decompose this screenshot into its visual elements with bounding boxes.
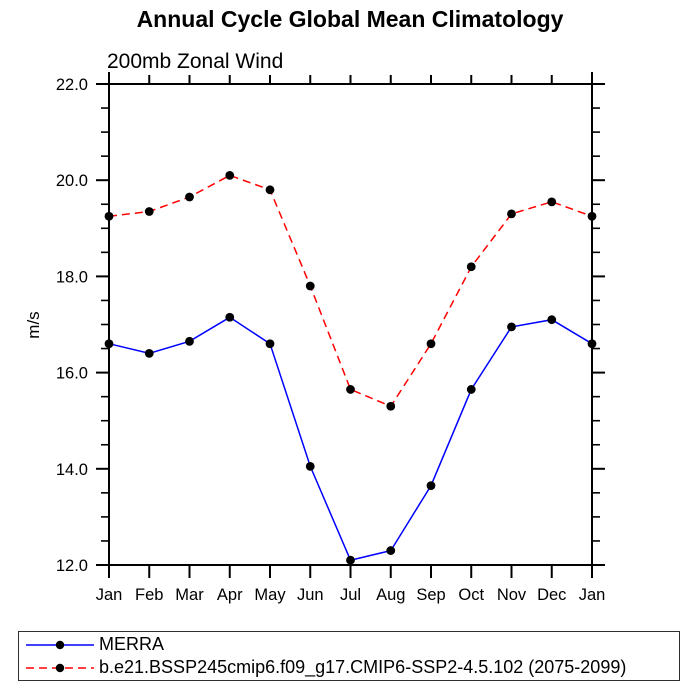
legend-line-sample: [26, 640, 94, 649]
data-point: [225, 170, 235, 180]
data-point: [185, 192, 194, 202]
data-point: [225, 312, 235, 322]
x-tick-label: Oct: [458, 586, 484, 604]
x-tick-label: Dec: [537, 586, 566, 604]
x-tick-label: Feb: [135, 586, 163, 604]
data-point: [547, 197, 557, 207]
data-point: [185, 336, 194, 346]
x-tick-label: Jan: [96, 586, 123, 604]
y-tick-label: 20.0: [56, 172, 88, 190]
data-point: [507, 209, 516, 219]
data-point: [386, 401, 396, 411]
plot-area: 12.0 14.0 16.0 18.0 20.0 22.0 Jan Feb Mar Apr May J…: [56, 72, 606, 604]
legend-item: MERRA: [23, 633, 679, 656]
x-tick-label: Nov: [497, 586, 527, 604]
legend-label: MERRA: [99, 634, 165, 654]
data-point: [104, 211, 114, 221]
data-point: [305, 281, 315, 291]
legend-label: b.e21.BSSP245cmip6.f09_g17.CMIP6-SSP2-4.…: [99, 657, 627, 677]
y-tick-label: 16.0: [56, 365, 88, 383]
data-point: [426, 481, 436, 491]
data-point: [426, 339, 436, 349]
data-point: [386, 546, 396, 555]
legend-item: b.e21.BSSP245cmip6.f09_g17.CMIP6-SSP2-4.…: [23, 656, 679, 679]
data-point: [305, 461, 315, 471]
data-point: [346, 385, 355, 394]
data-point: [104, 339, 114, 349]
data-point: [346, 555, 355, 565]
data-point: [507, 322, 516, 332]
data-point: [466, 385, 476, 394]
x-tick-label: Jan: [579, 586, 606, 604]
data-point: [265, 339, 275, 349]
data-point: [144, 207, 154, 216]
chart-subtitle: 200mb Zonal Wind: [107, 50, 284, 73]
x-tick-label: Sep: [416, 586, 445, 604]
x-tick-label: Jun: [297, 586, 324, 604]
data-point: [547, 315, 557, 325]
chart-title: Annual Cycle Global Mean Climatology: [136, 6, 564, 32]
data-point: [466, 262, 476, 272]
y-tick-label: 14.0: [56, 461, 88, 479]
x-tick-label: Aug: [376, 586, 405, 604]
y-tick-label: 18.0: [56, 268, 88, 286]
x-tick-label: Mar: [175, 586, 204, 604]
legend: MERRA b.e21.BSSP245cmip6.f09_g17.CMIP6-S…: [18, 631, 680, 681]
x-tick-label: Jul: [340, 586, 361, 604]
series-line-1: [108, 174, 593, 408]
legend-line-sample: [26, 663, 94, 672]
data-point: [587, 339, 597, 349]
x-tick-label: May: [254, 586, 286, 604]
y-tick-label: 12.0: [56, 557, 88, 575]
y-tick-label: 22.0: [56, 76, 88, 94]
x-tick-label: Apr: [217, 586, 243, 604]
data-point: [265, 185, 275, 195]
y-axis-label: m/s: [24, 311, 43, 339]
data-point: [587, 211, 597, 221]
series-line-0: [108, 316, 593, 562]
data-point: [144, 348, 154, 358]
